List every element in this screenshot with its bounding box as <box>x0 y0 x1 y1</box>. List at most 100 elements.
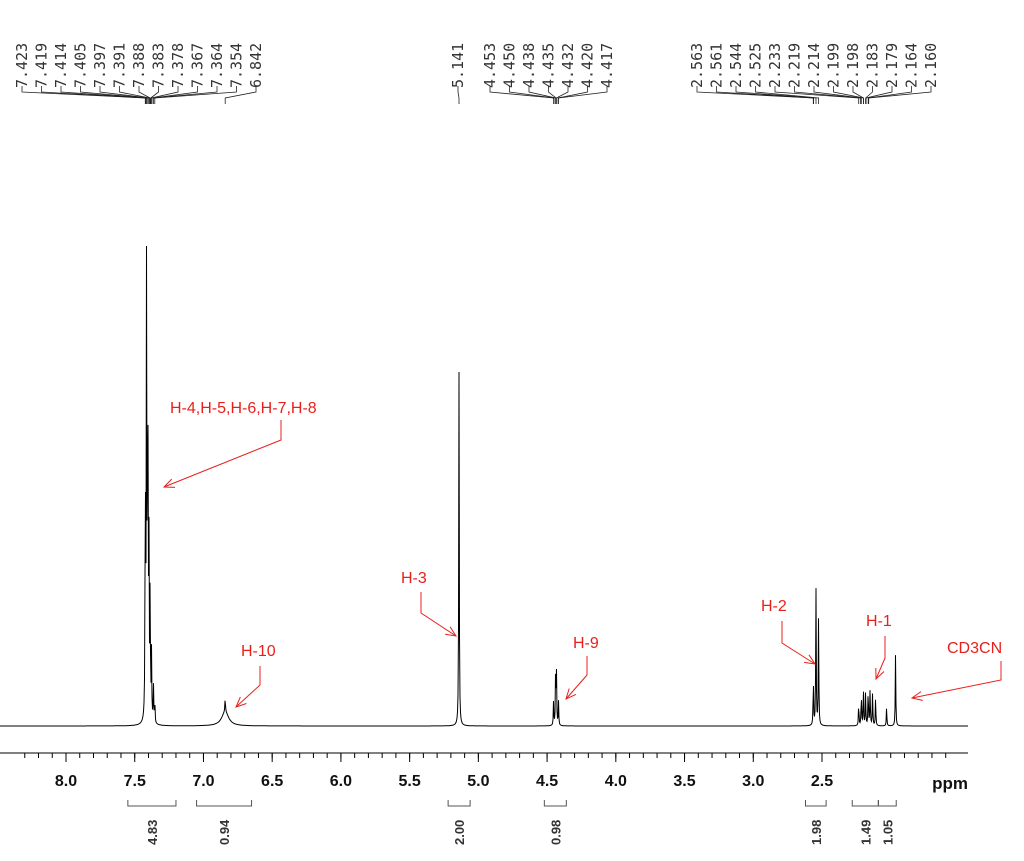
x-axis-tick-label: 5.5 <box>399 773 421 790</box>
integral-value: 4.83 <box>145 820 160 845</box>
peak-leader-line <box>868 86 932 104</box>
peak-label: 2.219 <box>786 43 804 88</box>
integral-value: 2.00 <box>452 820 467 845</box>
integral-bracket <box>543 800 567 807</box>
peak-leader-line <box>152 86 218 104</box>
x-axis-tick-label: 3.0 <box>742 773 764 790</box>
annotation-arrowhead <box>910 691 923 701</box>
x-axis-tick-label: 4.5 <box>536 773 558 790</box>
peak-label: 2.199 <box>825 43 843 88</box>
peak-label: 7.378 <box>169 43 187 88</box>
x-axis-tick-label: 7.5 <box>124 773 146 790</box>
peak-label: 2.525 <box>747 43 765 88</box>
annotation-group: H-4,H-5,H-6,H-7,H-8 H-10 H-3 H-9 H-2 H-1 CD3CN <box>162 400 1002 708</box>
x-axis-tick-label: 6.5 <box>261 773 283 790</box>
peak-label: 7.367 <box>189 43 207 88</box>
peak-leader-line <box>457 86 460 104</box>
integral-value: 1.49 <box>858 820 873 845</box>
annotation-arrow-line <box>875 636 886 680</box>
peak-leader-line <box>865 86 893 104</box>
peak-leader-line <box>794 86 861 104</box>
peak-leader-line <box>813 86 862 104</box>
peak-leader-line <box>151 86 179 104</box>
integral-bracket <box>805 800 827 807</box>
x-axis-unit-label: ppm <box>932 774 968 793</box>
peak-label: 6.842 <box>247 43 265 88</box>
peak-leader-line <box>735 86 817 104</box>
peak-leader-line <box>755 86 819 104</box>
peak-label: 2.561 <box>708 43 726 88</box>
annotation-label: H-1 <box>866 613 892 630</box>
x-axis-tick-label: 8.0 <box>55 773 77 790</box>
peak-leader-line <box>150 86 159 104</box>
integral-value: 0.98 <box>548 820 563 845</box>
peak-label: 7.364 <box>208 43 226 88</box>
peak-leader-line <box>852 86 864 104</box>
peak-label: 2.544 <box>727 43 745 88</box>
peak-label: 7.405 <box>72 43 90 88</box>
peak-label: 2.164 <box>903 43 921 88</box>
peak-label: 7.414 <box>52 43 70 88</box>
integral-bracket <box>196 800 253 807</box>
peak-label: 2.563 <box>688 43 706 88</box>
integral-value: 1.05 <box>880 820 895 845</box>
annotation-label: H-9 <box>573 635 599 652</box>
peak-label: 4.453 <box>481 43 499 88</box>
spectrum-trace <box>0 245 968 727</box>
peak-leader-line <box>41 86 147 104</box>
peak-leader-line <box>558 86 608 104</box>
peak-label: 2.160 <box>922 43 940 88</box>
peak-label: 4.420 <box>579 43 597 88</box>
x-axis: 8.0 7.5 7.0 6.5 6.0 5.5 5.0 4.5 4.0 3.5 3.0 2.5 <box>24 753 947 790</box>
integral-bracket <box>851 800 879 807</box>
x-axis-tick-label: 4.0 <box>605 773 627 790</box>
peak-leader-line <box>99 86 150 104</box>
annotation-arrow-line <box>781 621 816 665</box>
peak-label: 7.388 <box>130 43 148 88</box>
peak-label: 2.198 <box>844 43 862 88</box>
peak-leader-lines <box>21 86 932 104</box>
x-axis-tick-label: 6.0 <box>330 773 352 790</box>
integral-bracket <box>127 800 177 807</box>
annotation-label: H-3 <box>401 570 427 587</box>
annotation-arrow-line <box>565 656 588 700</box>
peak-label: 4.435 <box>540 43 558 88</box>
annotation-label: CD3CN <box>947 640 1002 657</box>
integral-value: 0.94 <box>217 819 232 845</box>
peak-leader-line <box>867 86 912 104</box>
peak-label: 7.391 <box>111 43 129 88</box>
peak-leader-line <box>556 86 569 104</box>
peak-leader-line <box>774 86 860 104</box>
peak-leader-line <box>138 86 151 104</box>
peak-leader-line <box>716 86 814 104</box>
peak-label: 4.450 <box>501 43 519 88</box>
peak-label: 4.438 <box>520 43 538 88</box>
peak-label: 7.354 <box>228 43 246 88</box>
x-axis-tick-label: 2.5 <box>811 773 833 790</box>
peak-label: 2.183 <box>864 43 882 88</box>
annotation-arrowhead <box>875 667 885 681</box>
peak-label: 7.383 <box>150 43 168 88</box>
peak-label-group: 7.423 7.419 7.414 7.405 7.397 7.391 7.388 7.383… <box>13 43 940 88</box>
peak-label: 7.423 <box>13 43 31 88</box>
peak-label: 2.179 <box>883 43 901 88</box>
x-axis-tick-label: 7.0 <box>192 773 214 790</box>
peak-label: 4.417 <box>598 43 616 88</box>
peak-leader-line <box>865 86 873 104</box>
integral-bracket <box>447 800 471 807</box>
x-axis-tick-label: 5.0 <box>467 773 489 790</box>
peak-leader-line <box>509 86 555 104</box>
annotation-arrowhead <box>162 478 176 488</box>
peak-label: 5.141 <box>449 43 467 88</box>
peak-label: 2.233 <box>766 43 784 88</box>
annotation-arrowhead <box>235 696 247 708</box>
peak-leader-line <box>21 86 146 104</box>
integral-group: 4.83 0.94 2.00 0.98 1.98 1.49 1.05 <box>127 800 897 845</box>
annotation-label: H-2 <box>761 598 787 615</box>
peak-leader-line <box>224 86 257 104</box>
integral-value: 1.98 <box>809 820 824 845</box>
peak-leader-line <box>154 86 237 104</box>
peak-label: 4.432 <box>559 43 577 88</box>
annotation-arrow-line <box>163 420 282 488</box>
